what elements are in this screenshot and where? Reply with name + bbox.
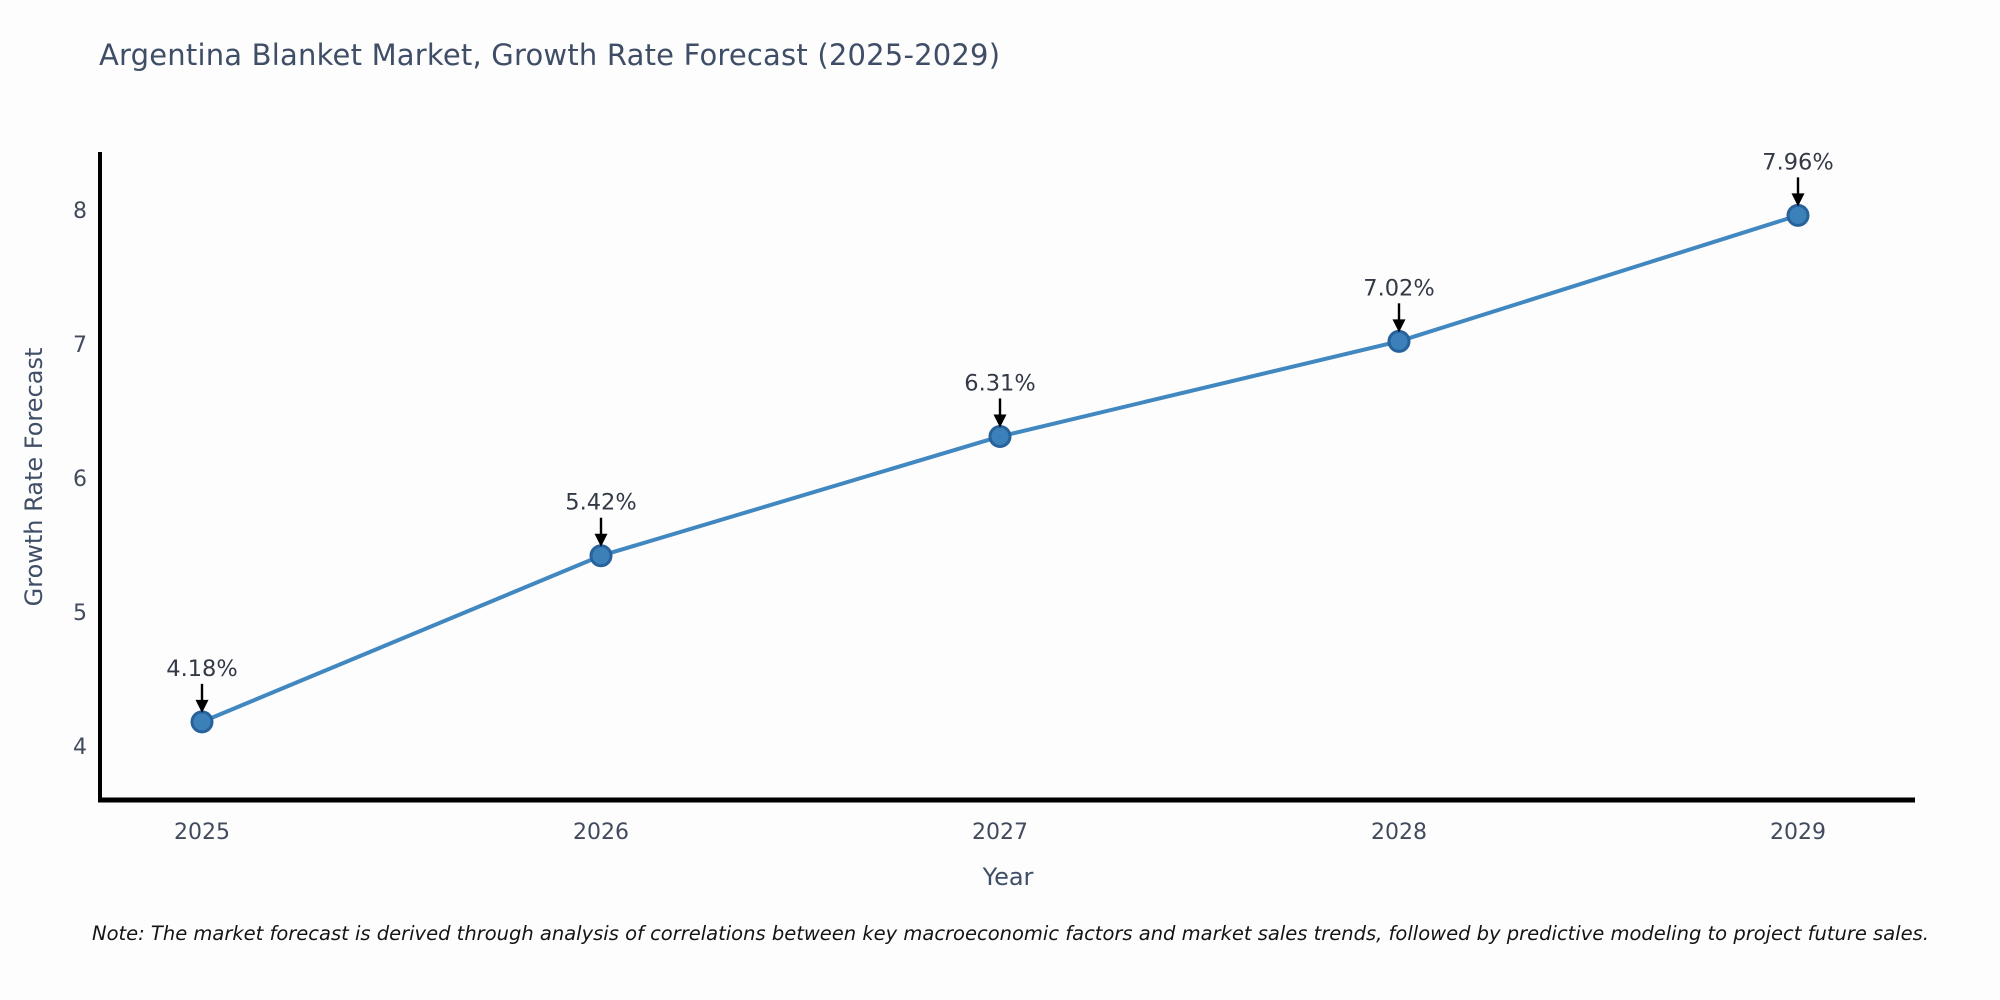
point-annotation: 7.96%: [1762, 149, 1833, 175]
chart-title: Argentina Blanket Market, Growth Rate Fo…: [99, 38, 1001, 72]
x-tick-label: 2025: [174, 820, 230, 845]
annotation-arrow-head: [1791, 193, 1805, 207]
x-axis-label: Year: [982, 863, 1034, 891]
y-tick-label: 8: [73, 199, 87, 224]
annotation-arrow-head: [1392, 319, 1406, 333]
data-point-marker: [190, 710, 214, 734]
point-annotation: 4.18%: [166, 656, 237, 682]
footnote: Note: The market forecast is derived thr…: [92, 922, 1929, 945]
y-axis-label: Growth Rate Forecast: [20, 347, 48, 607]
y-tick-label: 6: [73, 467, 87, 492]
data-point-marker: [1387, 329, 1411, 353]
x-tick-label: 2027: [972, 820, 1028, 845]
x-tick-label: 2029: [1770, 820, 1826, 845]
annotation-arrow-head: [993, 414, 1007, 428]
data-point-marker: [988, 424, 1012, 448]
point-annotation: 6.31%: [964, 370, 1035, 396]
x-tick-label: 2026: [573, 820, 629, 845]
data-point-marker: [1786, 203, 1810, 227]
annotation-arrow-head: [594, 533, 608, 547]
x-tick-label: 2028: [1371, 820, 1427, 845]
y-tick-label: 4: [73, 735, 87, 760]
point-annotation: 5.42%: [565, 490, 636, 516]
trend-line: [200, 213, 1800, 724]
y-tick-label: 7: [73, 333, 87, 358]
data-point-marker: [589, 544, 613, 568]
point-annotation: 7.02%: [1363, 275, 1434, 301]
y-tick-label: 5: [73, 601, 87, 626]
annotation-arrow-head: [195, 699, 209, 713]
